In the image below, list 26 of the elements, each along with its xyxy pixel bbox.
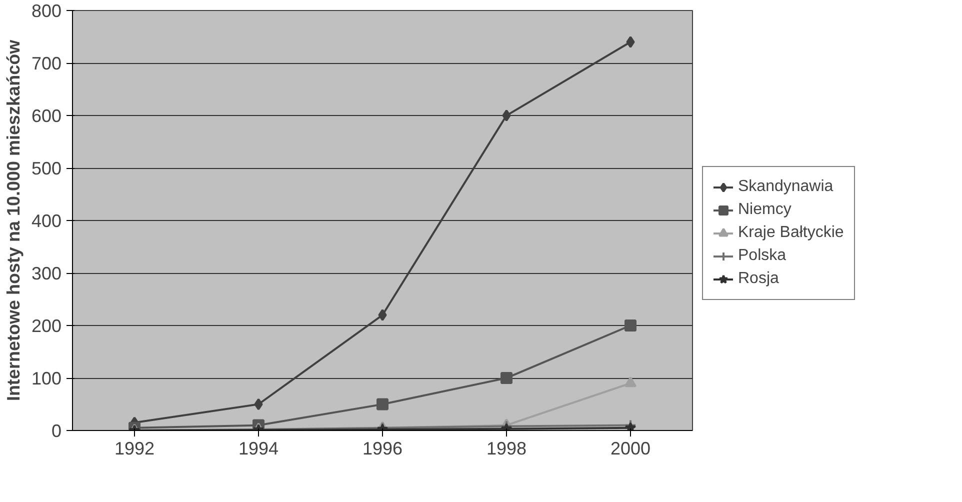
- x-tick-label: 1992: [114, 438, 155, 458]
- x-tick-label: 2000: [610, 438, 651, 458]
- y-axis-title: Internetowe hosty na 10.000 mieszkańców: [3, 38, 24, 402]
- y-tick-label: 800: [31, 1, 62, 21]
- legend-label: Rosja: [738, 270, 779, 288]
- legend-label: Skandynawia: [738, 178, 834, 196]
- point: [378, 309, 387, 321]
- point: [500, 372, 512, 384]
- point: [502, 110, 511, 122]
- x-tick-label: 1994: [238, 438, 279, 458]
- y-tick-label: 0: [51, 421, 62, 441]
- y-tick-label: 100: [31, 368, 62, 388]
- legend-label: Niemcy: [738, 201, 792, 219]
- x-tick-label: 1998: [486, 438, 527, 458]
- y-tick-label: 500: [31, 158, 62, 178]
- y-tick-label: 700: [31, 54, 62, 74]
- y-tick-label: 200: [31, 316, 62, 336]
- x-tick-label: 1996: [362, 438, 403, 458]
- legend-label: Polska: [738, 247, 786, 265]
- legend-label: Kraje Bałtyckie: [738, 224, 844, 242]
- point: [624, 320, 636, 332]
- point: [626, 36, 635, 48]
- y-tick-label: 300: [31, 264, 62, 284]
- point: [624, 376, 636, 388]
- y-tick-label: 600: [31, 106, 62, 126]
- y-tick-label: 400: [31, 211, 62, 231]
